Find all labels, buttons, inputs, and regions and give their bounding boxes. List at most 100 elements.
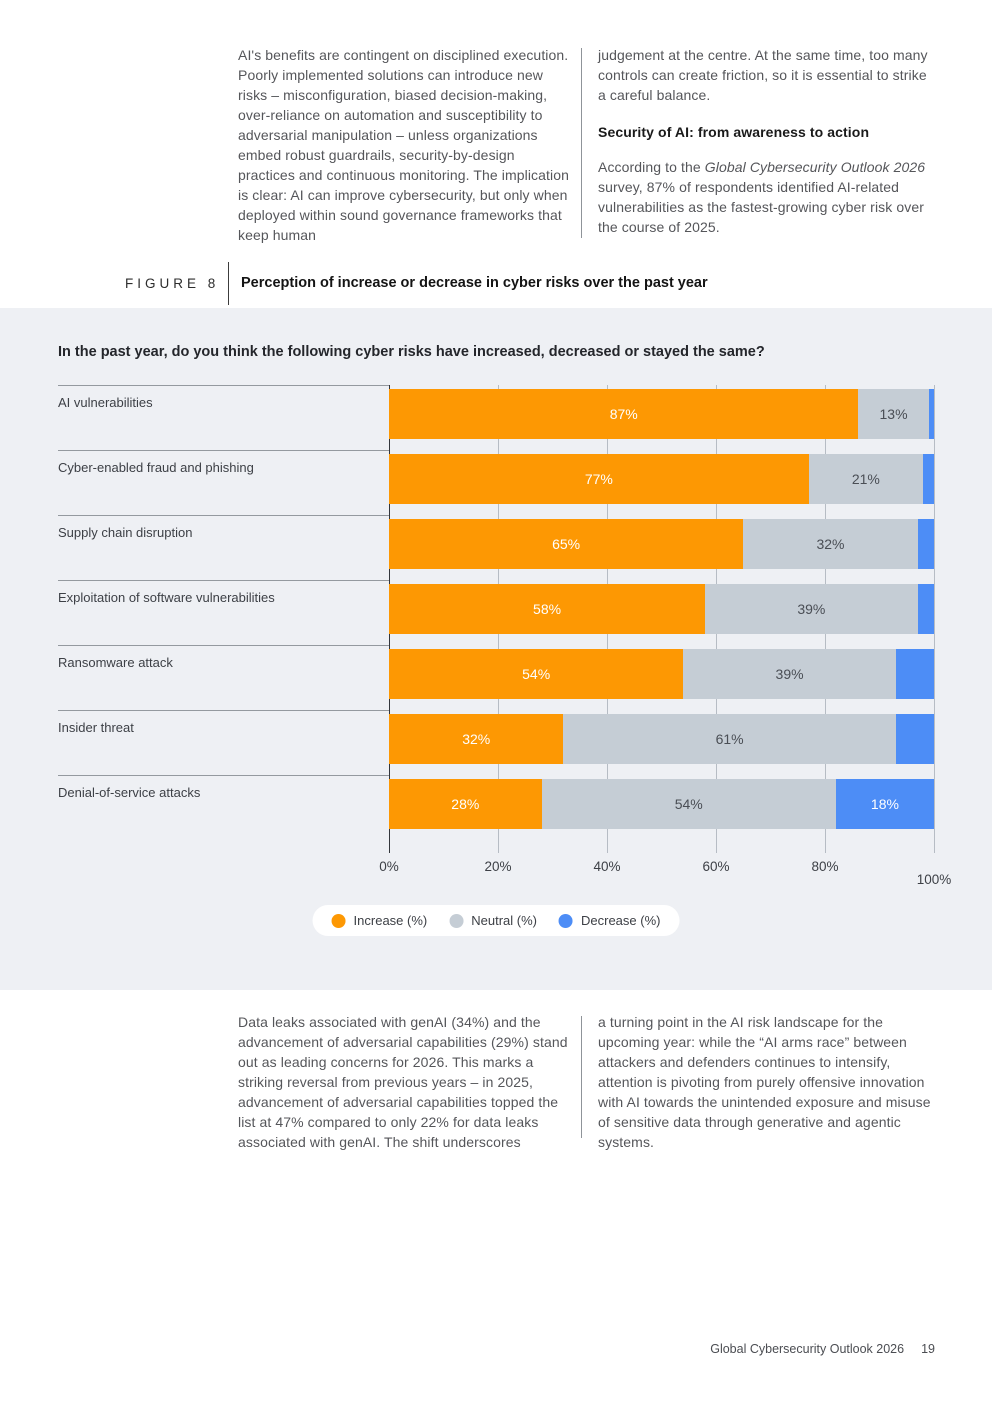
bar-segment-decrease (928, 389, 934, 439)
bar-segment-decrease (917, 584, 934, 634)
paragraph-segment: According to the (598, 159, 705, 175)
figure-title: Perception of increase or decrease in cy… (241, 275, 708, 291)
legend-label: Neutral (%) (471, 913, 537, 928)
bar-segment-increase: 28% (389, 779, 542, 829)
legend-item: Decrease (%) (558, 913, 661, 928)
page-footer: Global Cybersecurity Outlook 2026 19 (710, 1342, 935, 1356)
chart-row-label: Insider threat (58, 710, 389, 735)
legend-label: Increase (%) (353, 913, 428, 928)
chart-row-label: Supply chain disruption (58, 515, 389, 540)
bar-segment-neutral: 54% (541, 779, 836, 829)
bar-value-label: 18% (870, 796, 899, 812)
footer-report-title: Global Cybersecurity Outlook 2026 (710, 1342, 905, 1356)
chart-row: Exploitation of software vulnerabilities… (58, 580, 934, 645)
outro-column-divider (581, 1016, 582, 1138)
chart-section: In the past year, do you think the follo… (0, 308, 992, 990)
chart-rows: AI vulnerabilities 87% 13% Cyber-enabled fr… (58, 385, 935, 840)
figure-number-label: FIGURE 8 (125, 276, 220, 291)
bar-value-label: 58% (533, 601, 562, 617)
bar-segment-decrease (917, 519, 934, 569)
intro-left-column: AI's benefits are contingent on discipli… (238, 45, 571, 245)
bar-track: 54% 39% (389, 649, 934, 699)
bar-segment-neutral: 21% (808, 454, 924, 504)
bar-value-label: 21% (851, 471, 880, 487)
bar-track: 65% 32% (389, 519, 934, 569)
legend-color-dot (331, 913, 346, 928)
bar-segment-increase: 32% (389, 714, 564, 764)
intro-right-paragraph-2: According to the Global Cybersecurity Ou… (598, 157, 934, 237)
bar-segment-neutral: 39% (683, 649, 896, 699)
bar-segment-decrease: 18% (835, 779, 934, 829)
bar-value-label: 32% (816, 536, 845, 552)
bar-value-label: 54% (522, 666, 551, 682)
legend-color-dot (449, 913, 464, 928)
x-tick-label: 40% (593, 859, 621, 874)
chart-row: AI vulnerabilities 87% 13% (58, 385, 934, 450)
bar-value-label: 13% (879, 406, 908, 422)
bar-value-label: 87% (609, 406, 638, 422)
bar-value-label: 28% (451, 796, 480, 812)
bar-segment-increase: 58% (389, 584, 706, 634)
chart-legend: Increase (%) Neutral (%) Decrease (%) (312, 905, 680, 936)
intro-column-divider (581, 48, 582, 238)
chart-row: Ransomware attack 54% 39% (58, 645, 934, 710)
bar-segment-decrease (895, 649, 934, 699)
chart-row-label: Ransomware attack (58, 645, 389, 670)
bar-segment-neutral: 39% (705, 584, 918, 634)
figure-divider-rule (228, 262, 229, 305)
legend-label: Decrease (%) (580, 913, 661, 928)
report-title-italic: Global Cybersecurity Outlook 2026 (704, 159, 926, 175)
bar-segment-increase: 54% (389, 649, 684, 699)
x-tick-label: 20% (484, 859, 512, 874)
x-tick-label: 60% (702, 859, 730, 874)
bar-segment-neutral: 32% (743, 519, 918, 569)
bar-segment-neutral: 13% (858, 389, 929, 439)
chart-row: Supply chain disruption 65% 32% (58, 515, 934, 580)
bar-value-label: 61% (715, 731, 744, 747)
chart-row: Cyber-enabled fraud and phishing 77% 21% (58, 450, 935, 515)
chart-row: Denial-of-service attacks 28% 54% 18% (58, 775, 934, 840)
outro-right-column: a turning point in the AI risk landscape… (598, 1012, 934, 1152)
bar-segment-decrease (895, 714, 935, 764)
outro-left-column: Data leaks associated with genAI (34%) a… (238, 1012, 571, 1152)
chart-title: In the past year, do you think the follo… (58, 344, 765, 360)
bar-value-label: 65% (552, 536, 581, 552)
bar-value-label: 54% (674, 796, 703, 812)
chart-x-axis: 0% 20% 40% 60% 80% 100% (379, 859, 951, 899)
bar-segment-increase: 65% (389, 519, 744, 569)
bar-value-label: 39% (775, 666, 804, 682)
bar-track: 77% 21% (389, 454, 935, 504)
x-tick-label: 100% (916, 872, 952, 887)
security-of-ai-heading: Security of AI: from awareness to action (598, 124, 870, 140)
bar-segment-increase: 87% (389, 389, 859, 439)
paragraph-segment: survey, 87% of respondents identified AI… (598, 179, 924, 235)
bar-segment-neutral: 61% (563, 714, 896, 764)
bar-track: 87% 13% (389, 389, 934, 439)
chart-row-label: Cyber-enabled fraud and phishing (58, 450, 389, 475)
outro-right-paragraph: a turning point in the AI risk landscape… (598, 1014, 931, 1150)
chart-row-label: AI vulnerabilities (58, 385, 389, 410)
bar-segment-decrease (923, 454, 935, 504)
bar-value-label: 77% (584, 471, 613, 487)
chart-row: Insider threat 32% 61% (58, 710, 935, 775)
bar-segment-increase: 77% (389, 454, 809, 504)
chart-row-label: Denial-of-service attacks (58, 775, 389, 800)
legend-item: Neutral (%) (449, 913, 537, 928)
bar-track: 58% 39% (389, 584, 934, 634)
legend-item: Increase (%) (331, 913, 428, 928)
bar-track: 32% 61% (389, 714, 935, 764)
outro-left-paragraph: Data leaks associated with genAI (34%) a… (238, 1014, 568, 1150)
intro-left-paragraph: AI's benefits are contingent on discipli… (238, 47, 570, 243)
bar-track: 28% 54% 18% (389, 779, 934, 829)
intro-right-column: judgement at the centre. At the same tim… (598, 45, 934, 237)
x-tick-label: 80% (811, 859, 839, 874)
bar-value-label: 32% (462, 731, 491, 747)
intro-right-paragraph-1: judgement at the centre. At the same tim… (598, 47, 928, 103)
bar-value-label: 39% (797, 601, 826, 617)
chart-row-label: Exploitation of software vulnerabilities (58, 580, 389, 605)
x-tick-label: 0% (379, 859, 399, 874)
legend-color-dot (558, 913, 573, 928)
footer-page-number: 19 (921, 1342, 935, 1356)
gridline (934, 385, 935, 853)
